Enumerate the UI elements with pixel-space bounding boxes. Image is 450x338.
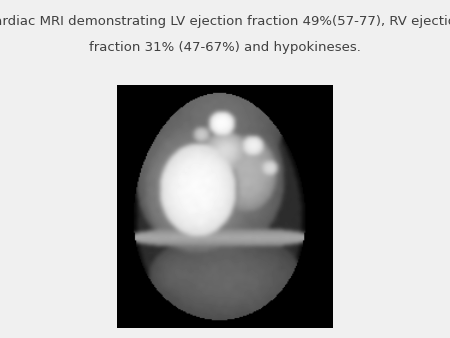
Text: Cardiac MRI demonstrating LV ejection fraction 49%(57-77), RV ejection: Cardiac MRI demonstrating LV ejection fr… — [0, 15, 450, 28]
Text: fraction 31% (47-67%) and hypokineses.: fraction 31% (47-67%) and hypokineses. — [89, 41, 361, 53]
